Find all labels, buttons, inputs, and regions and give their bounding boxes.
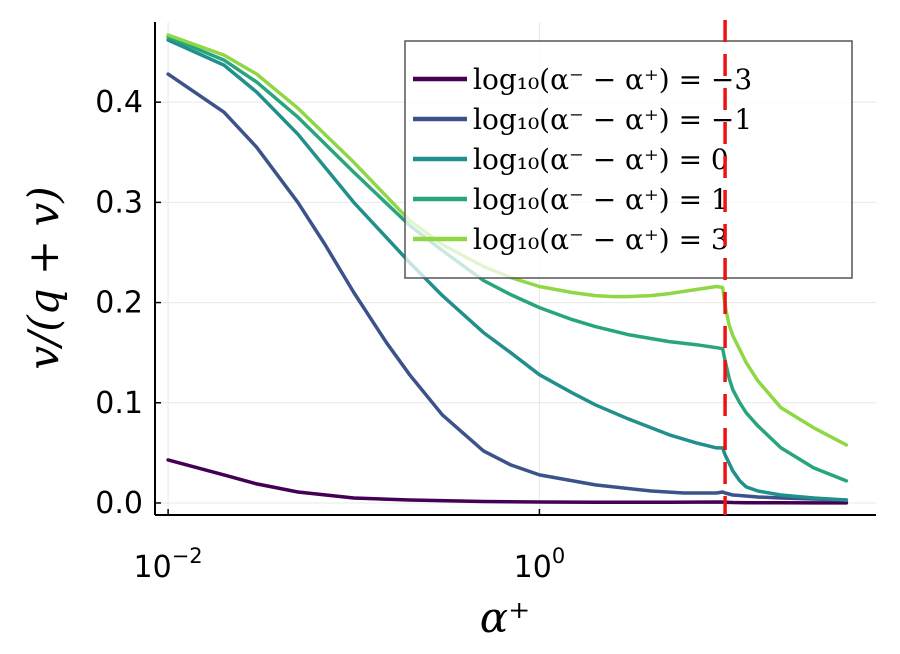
series-line-2 [166,72,849,502]
y-tick-label: 0.2 [95,286,143,321]
y-tick-label: 0.4 [95,85,143,120]
series-line-5 [166,33,849,447]
legend-label-4: log₁₀(α⁻ − α⁺) = 1 [473,183,729,216]
series-line-4 [166,35,849,483]
y-axis-label: v/(q + v) [19,186,68,369]
axes [154,22,876,516]
legend-label-1: log₁₀(α⁻ − α⁺) = −3 [473,63,752,96]
y-tick-label: 0.3 [95,185,143,220]
series-lines [166,33,849,505]
x-axis-label: α⁺ [480,593,531,642]
x-tick-label: 10−2 [134,544,203,585]
tick-labels: 0.0 0.1 0.2 0.3 0.4 10−2 100 [95,85,565,585]
legend-label-2: log₁₀(α⁻ − α⁺) = −1 [473,103,752,136]
legend-box [404,40,853,279]
x-tick-label: 100 [514,544,566,585]
y-tick-label: 0.0 [95,486,143,521]
series-line-3 [166,38,849,502]
legend: log₁₀(α⁻ − α⁺) = −3 log₁₀(α⁻ − α⁺) = −1 lo… [404,40,853,279]
legend-label-3: log₁₀(α⁻ − α⁺) = 0 [473,143,729,176]
series-line-1 [166,458,849,505]
legend-label-5: log₁₀(α⁻ − α⁺) = 3 [473,223,729,256]
y-tick-label: 0.1 [95,386,143,421]
